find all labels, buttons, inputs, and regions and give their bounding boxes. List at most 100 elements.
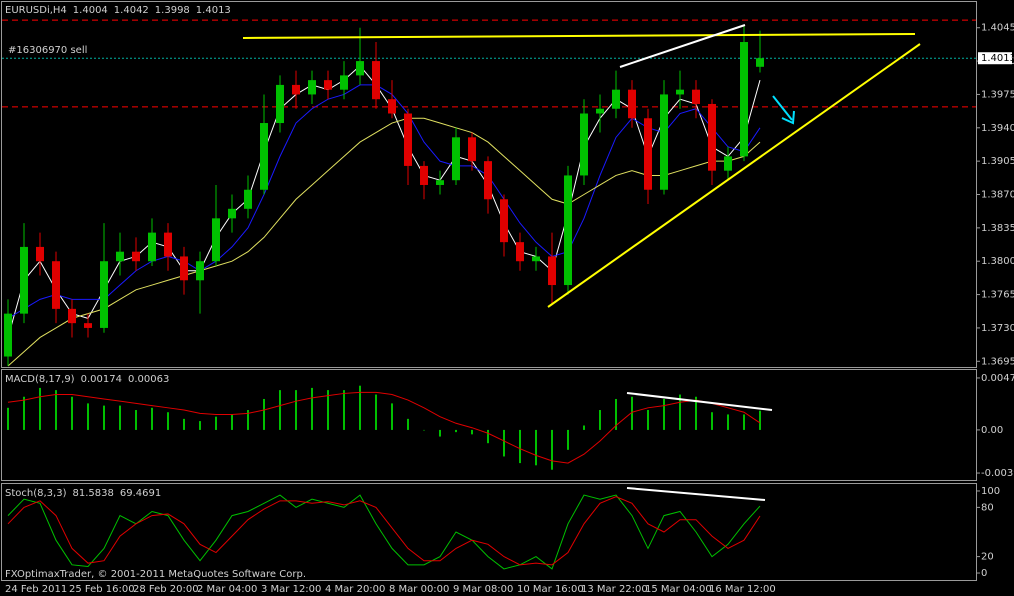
indicator-value: 69.4691 <box>120 488 161 499</box>
macd-bar <box>327 390 329 430</box>
candle-body <box>516 242 524 262</box>
ohlc-value: 1.3998 <box>155 5 190 16</box>
x-tick-label: 4 Mar 20:00 <box>325 584 385 595</box>
macd-bar <box>215 416 217 430</box>
x-tick-label: 13 Mar 22:00 <box>581 584 648 595</box>
ohlc-value: 1.4042 <box>114 5 149 16</box>
indicator-value: 81.5838 <box>72 488 113 499</box>
macd-bar <box>663 398 665 430</box>
candle-body <box>596 108 604 114</box>
y-tick-label: -0.0039 <box>981 468 1014 479</box>
y-tick-label: 1.3800 <box>981 256 1014 267</box>
candle-body <box>4 313 12 357</box>
macd-bar <box>455 429 457 433</box>
macd-bar <box>7 407 9 430</box>
x-tick-label: 16 Mar 12:00 <box>709 584 776 595</box>
macd-bar <box>231 414 233 430</box>
y-tick-label: 20 <box>981 552 994 563</box>
indicator-value: 0.00174 <box>81 374 122 385</box>
macd-bar <box>183 418 185 430</box>
trendline <box>242 33 916 39</box>
macd-bar <box>551 429 553 470</box>
macd-bar <box>487 429 489 444</box>
indicator-title: MACD(8,17,9) <box>5 374 75 385</box>
candle-body <box>628 89 636 119</box>
macd-bar <box>343 390 345 430</box>
moving-average <box>7 117 761 367</box>
candle-body <box>676 89 684 95</box>
y-tick-label: 0 <box>981 568 987 579</box>
candle-body <box>468 137 476 162</box>
candle-body <box>196 261 204 281</box>
macd-bar <box>55 390 57 430</box>
main-panel-frame <box>1 1 977 368</box>
y-tick-label: 1.3905 <box>981 156 1014 167</box>
candle-body <box>52 261 60 309</box>
candle-body <box>612 89 620 109</box>
candle-body <box>68 308 76 324</box>
trendline <box>626 487 766 501</box>
x-tick-label: 28 Feb 20:00 <box>133 584 199 595</box>
candle-body <box>116 251 124 262</box>
macd-bar <box>311 387 313 430</box>
symbol: EURUSDi,H4 <box>5 5 67 16</box>
x-tick-label: 9 Mar 08:00 <box>453 584 513 595</box>
candle-body <box>276 84 284 124</box>
macd-bar <box>295 390 297 430</box>
candle-body <box>292 84 300 95</box>
candle-body <box>756 58 764 67</box>
macd-bar <box>535 429 537 466</box>
x-tick-label: 2 Mar 04:00 <box>197 584 257 595</box>
macd-bar <box>407 418 409 430</box>
macd-bar <box>135 410 137 430</box>
candle-body <box>36 246 44 262</box>
macd-bar <box>583 425 585 430</box>
macd-bar <box>87 403 89 430</box>
candle-body <box>388 99 396 114</box>
candle-body <box>356 61 364 76</box>
macd-bar <box>375 394 377 430</box>
order-label: #16306970 sell <box>8 45 87 56</box>
macd-bar <box>647 410 649 430</box>
candle-body <box>20 246 28 314</box>
candle-body <box>100 261 108 328</box>
candle-body <box>244 189 252 209</box>
macd-bar <box>279 390 281 430</box>
candle-body <box>260 123 268 190</box>
ohlc-value: 1.4013 <box>196 5 231 16</box>
y-tick-label: 1.3870 <box>981 190 1014 201</box>
macd-bar <box>263 398 265 430</box>
price-marker <box>978 52 1012 65</box>
candle-body <box>164 232 172 257</box>
trendline <box>626 392 773 411</box>
macd-bar <box>471 429 473 435</box>
candle-body <box>308 80 316 95</box>
x-tick-label: 8 Mar 00:00 <box>389 584 449 595</box>
macd-bar <box>151 407 153 430</box>
macd-bar <box>439 429 441 437</box>
macd-bar <box>391 403 393 430</box>
plot-layer: 1.40451.40101.39751.39401.39051.38701.38… <box>2 5 1014 595</box>
candle-body <box>500 199 508 243</box>
candle-body <box>404 113 412 166</box>
candle-body <box>692 89 700 104</box>
macd-bar <box>423 429 425 431</box>
candle-body <box>740 42 748 157</box>
candle-body <box>372 61 380 100</box>
candle-body <box>580 113 588 176</box>
stoch-line <box>7 494 761 570</box>
x-tick-label: 10 Mar 16:00 <box>517 584 584 595</box>
moving-average <box>7 84 761 319</box>
y-tick-label: 1.3940 <box>981 123 1014 134</box>
macd-bar <box>247 410 249 430</box>
y-tick-label: 1.3765 <box>981 290 1014 301</box>
macd-bar <box>23 396 25 430</box>
macd-bar <box>599 410 601 430</box>
candle-body <box>148 232 156 262</box>
macd-bar <box>167 412 169 430</box>
macd-bar <box>679 394 681 430</box>
macd-bar <box>119 405 121 430</box>
x-tick-label: 24 Feb 2011 <box>5 584 67 595</box>
